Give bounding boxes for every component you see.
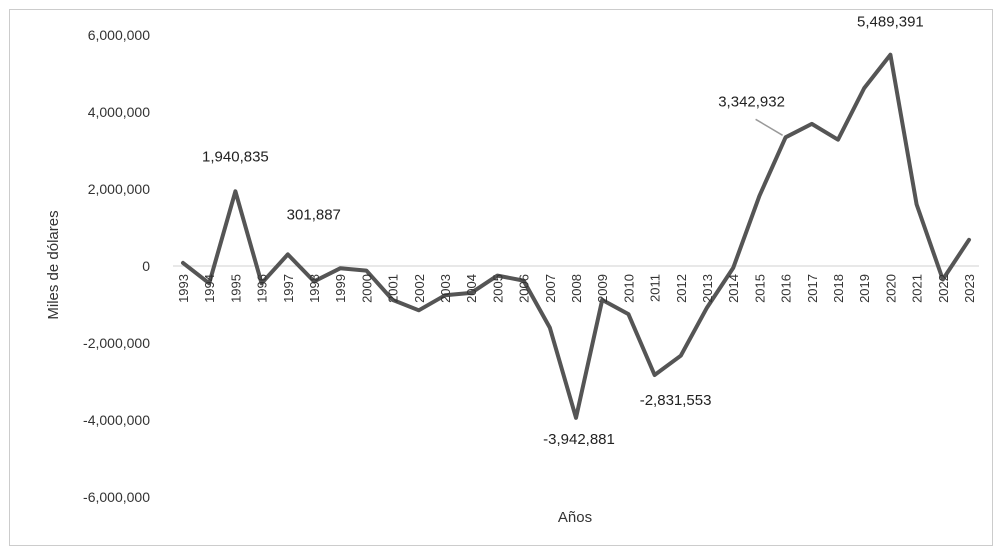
x-axis-ticks: 1993 1994 1995 1996 1997 1998 1999 2000 2001 2002…: [176, 274, 977, 303]
x-tick-label: 2018: [831, 274, 846, 303]
y-tick-label: -2,000,000: [83, 335, 150, 351]
x-tick-label: 2005: [490, 274, 505, 303]
x-tick-label: 2023: [962, 274, 977, 303]
x-tick-label: 2007: [543, 274, 558, 303]
x-tick-label: 1993: [176, 274, 191, 303]
x-tick-label: 1997: [281, 274, 296, 303]
x-tick-label: 1999: [333, 274, 348, 303]
data-label: 5,489,391: [857, 14, 924, 31]
y-tick-label: -6,000,000: [83, 489, 150, 505]
y-axis-ticks: 6,000,000 4,000,000 2,000,000 0 -2,000,000 -4…: [83, 27, 150, 505]
x-tick-label: 2022: [936, 274, 951, 303]
x-tick-label: 2012: [674, 274, 689, 303]
x-tick-label: 2003: [438, 274, 453, 303]
x-tick-label: 2020: [883, 274, 898, 303]
x-tick-label: 2008: [569, 274, 584, 303]
data-label: 3,342,932: [718, 93, 785, 110]
x-tick-label: 2009: [595, 274, 610, 303]
data-label-leader: [755, 118, 783, 136]
x-axis-title: Años: [558, 509, 592, 526]
y-tick-label: 4,000,000: [88, 104, 150, 120]
x-tick-label: 2000: [359, 274, 374, 303]
x-tick-label: 2014: [726, 274, 741, 303]
x-tick-label: 1995: [228, 274, 243, 303]
x-tick-label: 2001: [386, 274, 401, 303]
x-tick-label: 2013: [700, 274, 715, 303]
x-tick-label: 2021: [910, 274, 925, 303]
x-tick-label: 2011: [648, 274, 663, 302]
x-tick-label: 2002: [412, 274, 427, 303]
x-tick-label: 2019: [857, 274, 872, 303]
series-line: [181, 52, 971, 420]
x-tick-label: 1996: [255, 274, 270, 303]
x-tick-label: 1998: [307, 274, 322, 303]
y-axis-title: Miles de dólares: [45, 210, 62, 319]
data-label: -2,831,553: [640, 392, 712, 409]
y-tick-label: 0: [142, 258, 150, 274]
x-tick-label: 2010: [621, 274, 636, 303]
data-label: -3,942,881: [543, 431, 615, 448]
data-label: 301,887: [287, 206, 341, 223]
data-labels: 1,940,835 301,887 -3,942,881 -2,831,553 3,34…: [202, 14, 924, 448]
x-tick-label: 2006: [517, 274, 532, 303]
x-tick-label: 1994: [202, 274, 217, 303]
x-tick-label: 2004: [464, 274, 479, 303]
y-tick-label: 6,000,000: [88, 27, 150, 43]
y-tick-label: -4,000,000: [83, 412, 150, 428]
x-tick-label: 2017: [805, 274, 820, 303]
x-tick-label: 2016: [779, 274, 794, 303]
y-tick-label: 2,000,000: [88, 181, 150, 197]
data-label: 1,940,835: [202, 148, 269, 165]
x-tick-label: 2015: [752, 274, 767, 303]
